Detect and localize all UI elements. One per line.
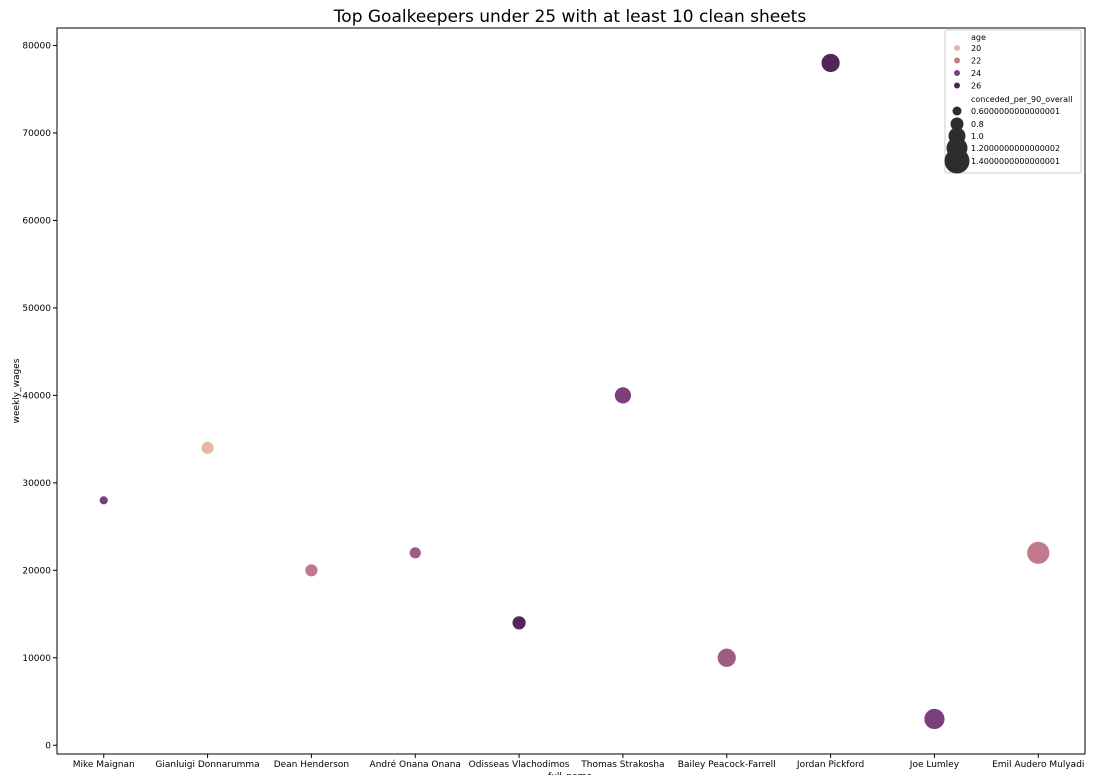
data-points xyxy=(98,53,1051,730)
legend-hue-marker xyxy=(954,45,960,51)
legend-hue-marker xyxy=(954,70,960,76)
legend-box xyxy=(944,29,1082,174)
legend-size-label: 1.2000000000000002 xyxy=(971,144,1060,153)
x-tick-label: Emil Audero Mulyadi xyxy=(992,760,1084,770)
data-point xyxy=(923,708,946,730)
y-tick-label: 40000 xyxy=(22,391,51,401)
y-tick-label: 30000 xyxy=(22,479,51,489)
legend-hue-marker xyxy=(954,57,960,64)
x-tick-label: Dean Henderson xyxy=(274,760,349,770)
data-point xyxy=(98,495,109,506)
x-tick-label: Thomas Strakosha xyxy=(580,760,664,770)
legend-hue-label: 26 xyxy=(971,82,981,91)
data-point xyxy=(408,546,422,560)
y-axis: 0 10000 20000 30000 40000 50000 60000 70000 8000… xyxy=(22,41,57,751)
legend-hue-label: 24 xyxy=(971,69,981,78)
x-axis: Mike Maignan Gianluigi Donnarumma Dean Hen… xyxy=(73,754,1084,770)
y-tick-label: 50000 xyxy=(22,304,51,314)
legend-size-label: 0.8 xyxy=(971,120,984,129)
x-tick-label: Joe Lumley xyxy=(909,760,960,770)
legend-size-marker xyxy=(950,117,964,131)
y-tick-label: 80000 xyxy=(22,41,51,51)
legend-size-label: 1.4000000000000001 xyxy=(971,157,1060,166)
x-tick-label: Gianluigi Donnarumma xyxy=(155,760,259,770)
x-tick-label: André Onana Onana xyxy=(370,759,461,770)
legend-size-label: 1.0 xyxy=(971,132,984,141)
x-tick-label: Jordan Pickford xyxy=(796,760,864,770)
data-point xyxy=(820,53,841,73)
legend-size-label: 0.6000000000000001 xyxy=(971,107,1060,116)
data-point xyxy=(614,386,632,405)
legend-size-title: conceded_per_90_overall xyxy=(971,95,1072,104)
legend-hue-title: age xyxy=(971,33,986,42)
legend-size-marker xyxy=(952,106,962,116)
legend-hue-label: 20 xyxy=(971,44,981,53)
chart-title: Top Goalkeepers under 25 with at least 1… xyxy=(333,7,807,27)
legend-hue-label: 22 xyxy=(971,57,981,66)
data-point xyxy=(511,615,527,631)
legend-hue-marker xyxy=(954,82,960,89)
x-tick-label: Bailey Peacock-Farrell xyxy=(678,760,776,770)
y-tick-label: 0 xyxy=(45,741,51,751)
y-tick-label: 20000 xyxy=(22,566,51,576)
x-tick-label: Odisseas Vlachodimos xyxy=(469,760,570,770)
legend-size-marker xyxy=(944,148,970,174)
y-tick-label: 60000 xyxy=(22,216,51,226)
y-tick-label: 10000 xyxy=(22,654,51,664)
y-tick-label: 70000 xyxy=(22,129,51,139)
y-axis-label: weekly_wages xyxy=(12,358,22,423)
data-point xyxy=(1026,540,1051,565)
x-tick-label: Mike Maignan xyxy=(73,760,135,770)
legend: age 20 22 24 26 conceded_per_90_overall 0.6000… xyxy=(944,29,1082,174)
data-point xyxy=(200,440,215,455)
data-point xyxy=(716,647,737,668)
data-point xyxy=(304,563,319,578)
plot-frame xyxy=(56,27,1086,755)
